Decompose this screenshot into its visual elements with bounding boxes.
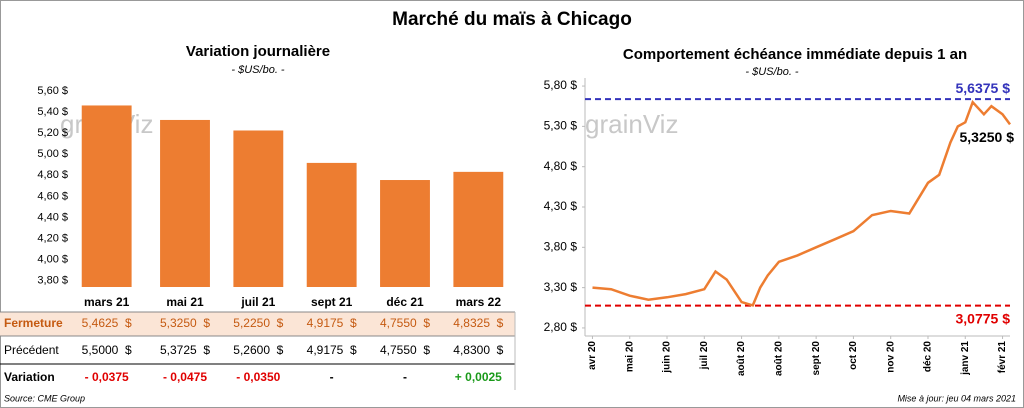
x-tick-label: juil 21: [240, 295, 275, 309]
table-row-bg: [0, 312, 515, 336]
table-cell: 4,9175 $: [307, 343, 357, 357]
x-tick-label: sept 21: [311, 295, 353, 309]
bar: [453, 171, 504, 287]
value-label: 5,4625 $: [82, 316, 132, 330]
table-cell: 5,2600 $: [233, 343, 283, 357]
y-tick-label: 4,30 $: [544, 199, 578, 213]
table-cell: 5,3725 $: [160, 343, 210, 357]
y-tick-label: 4,60 $: [37, 190, 68, 202]
value-label: 5,3250 $: [160, 316, 210, 330]
x-tick-label: juin 20: [662, 341, 673, 374]
reference-label: 5,6375 $: [956, 80, 1011, 96]
bar: [81, 105, 132, 288]
bar: [160, 119, 210, 287]
y-tick-label: 5,80 $: [544, 78, 578, 92]
x-tick-label: nov 20: [885, 341, 896, 373]
table-cell: - 0,0475: [163, 370, 207, 384]
row-label: Fermeture: [4, 316, 63, 330]
updated: Mise à jour: jeu 04 mars 2021: [897, 393, 1016, 403]
x-tick-label: mars 22: [456, 295, 502, 309]
x-tick-label: févr 21: [997, 341, 1008, 374]
bar: [233, 130, 284, 287]
x-tick-label: avr 20: [587, 341, 598, 370]
table-cell: - 0,0375: [85, 370, 129, 384]
table-cell: 4,7550 $: [380, 343, 430, 357]
chart-title: Comportement échéance immédiate depuis 1…: [623, 46, 967, 63]
table-cell: 4,8300 $: [453, 343, 503, 357]
table-cell: 5,5000 $: [82, 343, 132, 357]
x-tick-label: août 20: [774, 341, 785, 376]
y-tick-label: 4,80 $: [544, 159, 578, 173]
y-tick-label: 5,60 $: [37, 85, 68, 97]
y-tick-label: 3,30 $: [544, 280, 578, 294]
row-label: Variation: [4, 370, 55, 384]
table-cell: - 0,0350: [236, 370, 280, 384]
y-tick-label: 2,80 $: [544, 320, 578, 334]
y-tick-label: 5,30 $: [544, 119, 578, 133]
chart-subtitle: - $US/bo. -: [745, 66, 799, 78]
y-tick-label: 4,00 $: [37, 254, 68, 266]
x-tick-label: déc 21: [386, 295, 424, 309]
x-tick-label: juil 20: [699, 341, 710, 371]
y-tick-label: 5,40 $: [37, 106, 68, 118]
value-label: 4,8325 $: [453, 316, 503, 330]
bar: [306, 162, 357, 287]
end-label: 5,3250 $: [960, 129, 1015, 145]
x-tick-label: sept 20: [811, 341, 822, 376]
table-cell: -: [330, 370, 334, 384]
x-tick-label: janv 21: [960, 341, 971, 376]
y-tick-label: 3,80 $: [544, 239, 578, 253]
table-cell: + 0,0025: [455, 370, 502, 384]
page-title: Marché du maïs à Chicago: [392, 9, 632, 30]
x-tick-label: mai 20: [624, 341, 635, 373]
value-label: 4,9175 $: [307, 316, 357, 330]
value-label: 5,2250 $: [233, 316, 283, 330]
bar: [380, 180, 430, 287]
line: [592, 99, 1012, 307]
y-tick-label: 4,40 $: [37, 211, 68, 223]
y-tick-label: 4,80 $: [37, 169, 68, 181]
y-tick-label: 5,00 $: [37, 148, 68, 160]
x-tick-label: mars 21: [84, 295, 130, 309]
y-tick-label: 4,20 $: [37, 232, 68, 244]
chart-title: Variation journalière: [186, 43, 330, 60]
chart-subtitle: - $US/bo. -: [231, 64, 285, 76]
value-label: 4,7550 $: [380, 316, 430, 330]
x-tick-label: déc 20: [923, 341, 934, 373]
y-tick-label: 3,80 $: [37, 275, 68, 287]
x-tick-label: août 20: [736, 341, 747, 376]
y-tick-label: 5,20 $: [37, 127, 68, 139]
watermark: grainViz: [585, 109, 678, 139]
x-tick-label: oct 20: [848, 341, 859, 370]
source: Source: CME Group: [4, 393, 85, 403]
table-cell: -: [403, 370, 407, 384]
reference-label: 3,0775 $: [956, 310, 1011, 326]
row-label: Précédent: [4, 343, 59, 357]
x-tick-label: mai 21: [166, 295, 204, 309]
